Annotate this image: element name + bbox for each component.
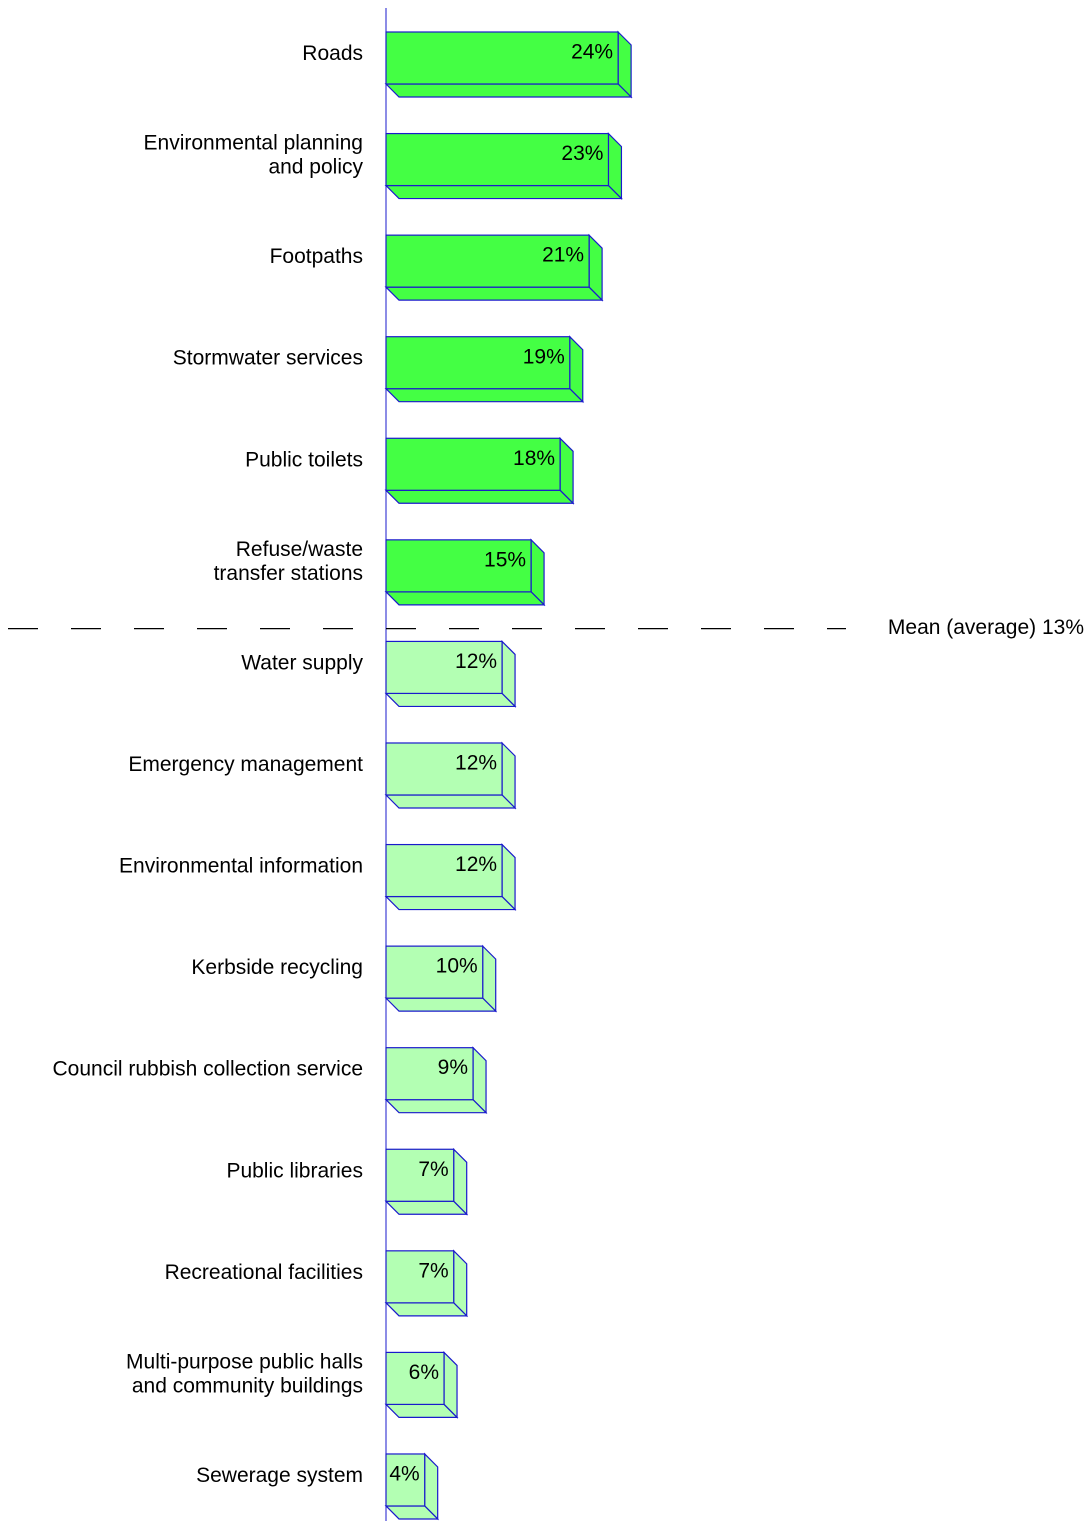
value-label: 15%: [484, 548, 526, 571]
bar-front: [385, 132, 610, 187]
category-label: Recreational facilities: [165, 1260, 363, 1283]
value-label: 10%: [436, 955, 478, 978]
bar-front: [385, 1148, 455, 1202]
value-label: 6%: [409, 1361, 439, 1384]
category-label: Public toilets: [245, 448, 363, 471]
bar-bottom: [384, 1302, 469, 1317]
category-label: Council rubbish collection service: [53, 1057, 363, 1080]
category-label: Multi-purpose public halls and community …: [126, 1350, 363, 1397]
bar: [384, 639, 517, 708]
bar-bottom: [384, 997, 498, 1012]
bar-bottom: [384, 1200, 469, 1215]
value-label: 7%: [418, 1259, 448, 1282]
value-label: 19%: [523, 345, 565, 368]
bar-front: [385, 742, 503, 796]
bar: [384, 1249, 469, 1318]
bar-front: [385, 1453, 426, 1507]
bar: [384, 843, 517, 912]
bar-front: [385, 1250, 455, 1304]
value-label: 12%: [455, 650, 497, 673]
bar-front: [385, 539, 532, 593]
category-label: Public libraries: [226, 1159, 363, 1182]
category-label: Kerbside recycling: [191, 956, 363, 979]
mean-label: Mean (average) 13%: [888, 616, 1084, 639]
bar: [384, 741, 517, 810]
value-label: 9%: [438, 1056, 468, 1079]
bar: [384, 1350, 459, 1419]
bar-front: [385, 336, 571, 390]
value-label: 21%: [542, 244, 584, 267]
bar-bottom: [384, 489, 575, 504]
value-label: 4%: [389, 1463, 419, 1486]
value-label: 7%: [418, 1158, 448, 1181]
category-label: Refuse/waste transfer stations: [214, 537, 363, 584]
bar: [384, 335, 585, 404]
bar-bottom: [384, 1099, 488, 1114]
bar: [384, 1147, 469, 1216]
bar-front: [385, 843, 503, 898]
bar-bottom: [384, 692, 517, 708]
value-label: 12%: [455, 752, 497, 775]
bar-front: [385, 437, 561, 491]
bar: [384, 30, 633, 99]
category-label: Footpaths: [270, 245, 363, 268]
bar: [384, 944, 498, 1013]
bar-front: [385, 640, 503, 695]
value-label: 12%: [455, 853, 497, 876]
bar: [384, 233, 604, 302]
bar-bottom: [384, 184, 623, 200]
bar-front: [385, 1351, 445, 1406]
bar-bottom: [384, 895, 517, 911]
bar-bottom: [384, 591, 546, 606]
bar: [384, 538, 546, 607]
value-label: 18%: [513, 447, 555, 470]
category-label: Environmental planning and policy: [144, 131, 364, 178]
category-label: Sewerage system: [196, 1464, 363, 1487]
bar-bottom: [384, 794, 517, 809]
bar: [384, 436, 575, 505]
bar-front: [385, 31, 619, 85]
category-label: Environmental information: [119, 854, 363, 877]
bar: [384, 132, 623, 201]
value-label: 24%: [571, 41, 613, 64]
bar: [384, 1452, 440, 1521]
value-label: 23%: [561, 142, 603, 165]
bar: [384, 1046, 488, 1115]
bar-bottom: [384, 1403, 459, 1419]
category-label: Emergency management: [128, 753, 363, 776]
bar-bottom: [384, 286, 604, 301]
bar-front: [385, 945, 484, 999]
bar-front: [385, 234, 590, 288]
category-label: Roads: [302, 42, 363, 65]
bar-bottom: [384, 83, 633, 98]
category-label: Water supply: [241, 651, 363, 674]
category-label: Stormwater services: [173, 346, 363, 369]
bar-front: [385, 1047, 474, 1101]
bar-bottom: [384, 388, 585, 403]
